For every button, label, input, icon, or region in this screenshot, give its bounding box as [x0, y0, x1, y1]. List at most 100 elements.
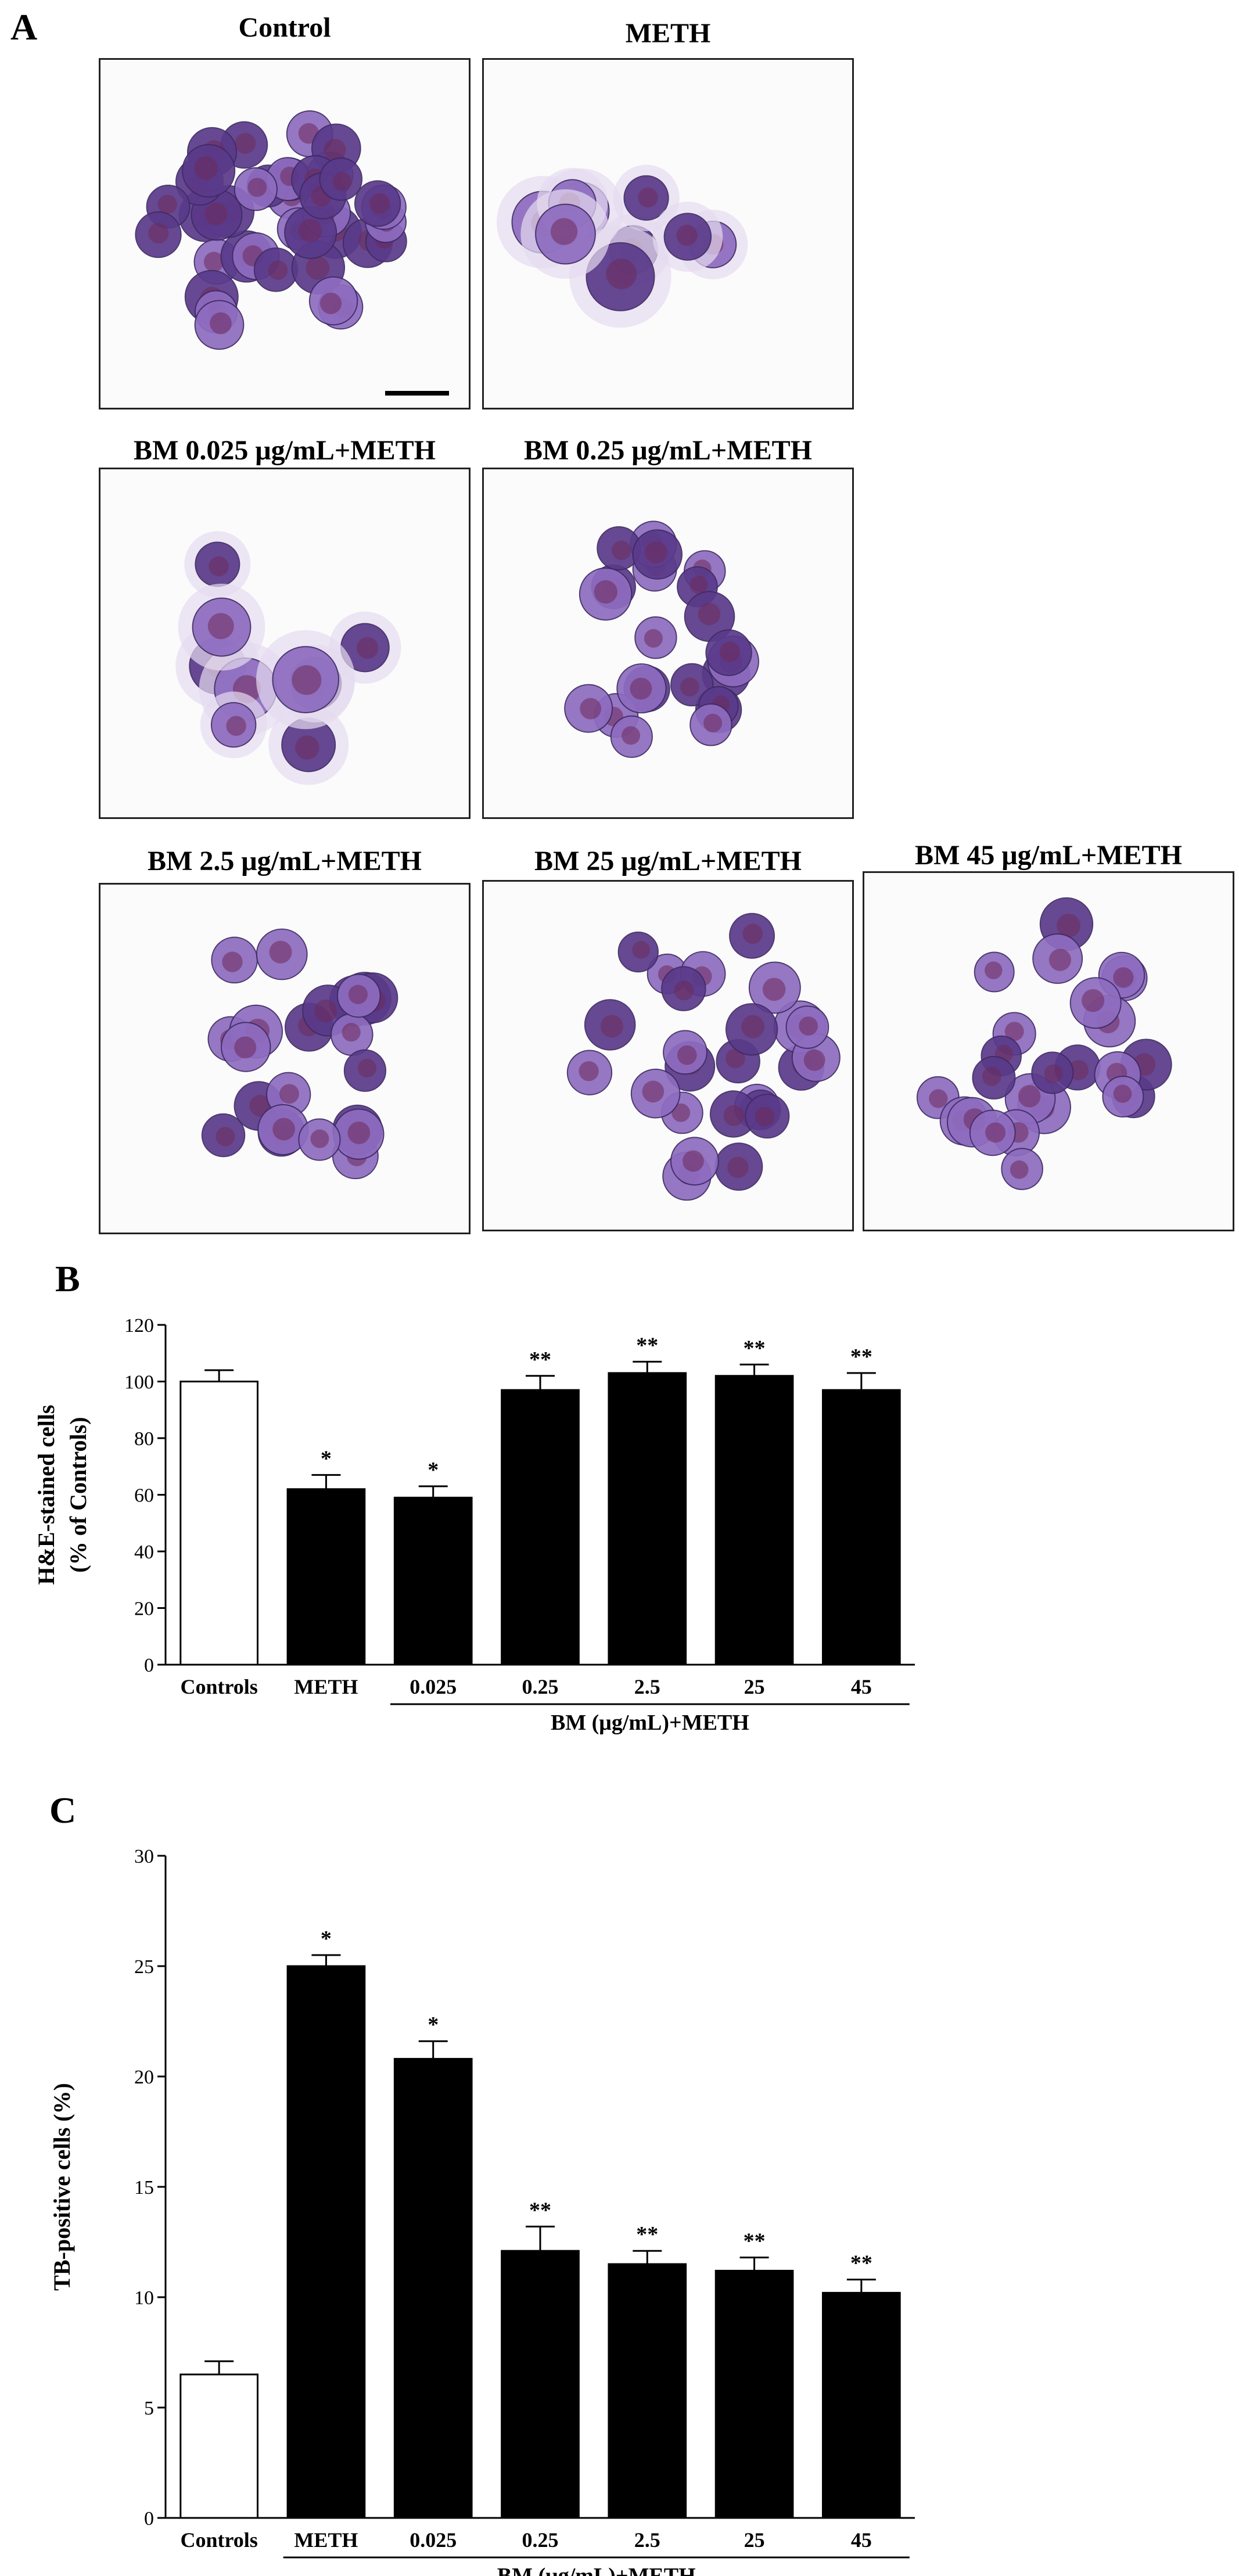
nucleus — [1113, 967, 1134, 988]
category-label: 25 — [744, 1675, 765, 1698]
category-label: 45 — [851, 2528, 872, 2552]
y-tick-label: 0 — [144, 1655, 154, 1676]
nucleus — [1004, 1022, 1024, 1041]
nucleus — [982, 1066, 1001, 1086]
cell-cluster-bm-0025 — [175, 531, 401, 785]
nucleus — [209, 556, 229, 577]
nucleus — [1018, 1085, 1041, 1108]
significance-mark: ** — [529, 1348, 551, 1372]
category-label: METH — [294, 2528, 358, 2552]
nucleus — [1082, 989, 1105, 1012]
micro-title-bm-025: BM 0.25 μg/mL+METH — [524, 435, 812, 466]
nucleus — [1048, 949, 1072, 971]
micro-image-bm-0025 — [99, 468, 471, 819]
nucleus — [642, 1080, 665, 1103]
y-tick-label: 120 — [124, 1315, 154, 1336]
nucleus — [762, 978, 786, 1001]
nucleus — [324, 138, 346, 161]
micro-image-meth — [482, 58, 854, 409]
nucleus — [799, 1016, 818, 1036]
chart-b: 0 20 40 60 80 100 120 H&E-stained cells (% of Co… — [0, 1295, 1239, 1737]
chart-c: 0 5 10 15 20 25 30 TB-positive cells (%) Control… — [0, 1824, 1239, 2576]
micro-image-control — [99, 58, 471, 409]
significance-mark: ** — [744, 1336, 766, 1360]
cell-cluster-bm-025 — [564, 520, 759, 758]
nucleus — [703, 713, 723, 733]
category-label: 2.5 — [634, 1675, 660, 1698]
cell-cluster-bm-250 — [566, 912, 841, 1201]
nucleus — [594, 580, 617, 604]
nucleus — [606, 258, 637, 289]
significance-mark: ** — [850, 2251, 872, 2276]
micro-title-bm-250: BM 25 μg/mL+METH — [534, 846, 802, 876]
nucleus — [342, 1022, 361, 1042]
nucleus — [644, 628, 663, 648]
nucleus — [726, 1048, 745, 1069]
y-tick-label: 5 — [144, 2398, 154, 2419]
nucleus — [550, 218, 578, 245]
nucleus — [272, 1118, 295, 1141]
nucleus — [310, 1129, 329, 1148]
chart-b-svg: 0 20 40 60 80 100 120 H&E-stained cells (% of Co… — [33, 1315, 915, 1735]
nucleus — [612, 540, 631, 561]
micro-image-bm-250 — [482, 880, 854, 1231]
nucleus — [235, 132, 256, 154]
nucleus — [279, 1084, 299, 1104]
nucleus — [632, 940, 650, 959]
y-tick-label: 40 — [134, 1542, 154, 1563]
nucleus — [630, 677, 652, 700]
bar — [501, 2250, 580, 2519]
nucleus — [929, 1089, 948, 1108]
nucleus — [683, 1150, 704, 1172]
cell-cluster-bm-45 — [916, 897, 1172, 1190]
nucleus — [234, 1036, 257, 1059]
nucleus — [727, 1156, 749, 1179]
nucleus — [369, 193, 390, 214]
nucleus — [638, 187, 658, 208]
chart-c-svg: 0 5 10 15 20 25 30 TB-positive cells (%) Control… — [49, 1846, 915, 2576]
y-tick-label: 20 — [134, 1598, 154, 1620]
micro-image-bm-25 — [99, 883, 471, 1234]
nucleus — [985, 1122, 1006, 1143]
micro-title-bm-25: BM 2.5 μg/mL+METH — [148, 846, 422, 876]
nucleus — [356, 637, 379, 659]
category-label: Controls — [180, 1675, 257, 1698]
bar — [714, 1375, 794, 1666]
significance-mark: * — [428, 2013, 439, 2037]
significance-mark: ** — [636, 2222, 658, 2247]
category-label: METH — [294, 1675, 358, 1698]
nucleus — [755, 1106, 775, 1127]
micro-title-meth: METH — [625, 18, 711, 49]
x-axis-label: BM (μg/mL)+METH — [497, 2564, 696, 2576]
nucleus — [579, 1061, 599, 1082]
cell-cluster-control — [135, 110, 407, 350]
bar — [822, 2291, 901, 2519]
bar — [179, 2373, 258, 2519]
nucleus — [203, 252, 224, 272]
nucleus — [306, 256, 330, 280]
bar — [501, 1389, 580, 1666]
significance-mark: ** — [744, 2229, 766, 2254]
category-label: 45 — [851, 1675, 872, 1698]
nucleus — [314, 999, 337, 1023]
bar — [393, 1496, 473, 1666]
nucleus — [677, 1045, 697, 1065]
nucleus — [1010, 1160, 1029, 1179]
nucleus — [689, 576, 708, 594]
bar — [179, 1381, 258, 1666]
significance-mark: ** — [850, 1345, 872, 1369]
nucleus — [292, 665, 322, 695]
scale-bar — [385, 391, 449, 396]
y-tick-label: 15 — [134, 2177, 154, 2198]
nucleus — [319, 292, 342, 314]
nucleus — [148, 222, 169, 244]
bar — [393, 2058, 473, 2519]
nucleus — [698, 602, 721, 626]
nucleus — [1057, 914, 1080, 937]
significance-mark: ** — [636, 1333, 658, 1357]
nucleus — [295, 735, 319, 760]
nucleus — [216, 1127, 235, 1147]
y-tick-label: 100 — [124, 1372, 154, 1393]
nucleus — [622, 726, 641, 745]
micro-image-bm-45 — [863, 871, 1234, 1231]
